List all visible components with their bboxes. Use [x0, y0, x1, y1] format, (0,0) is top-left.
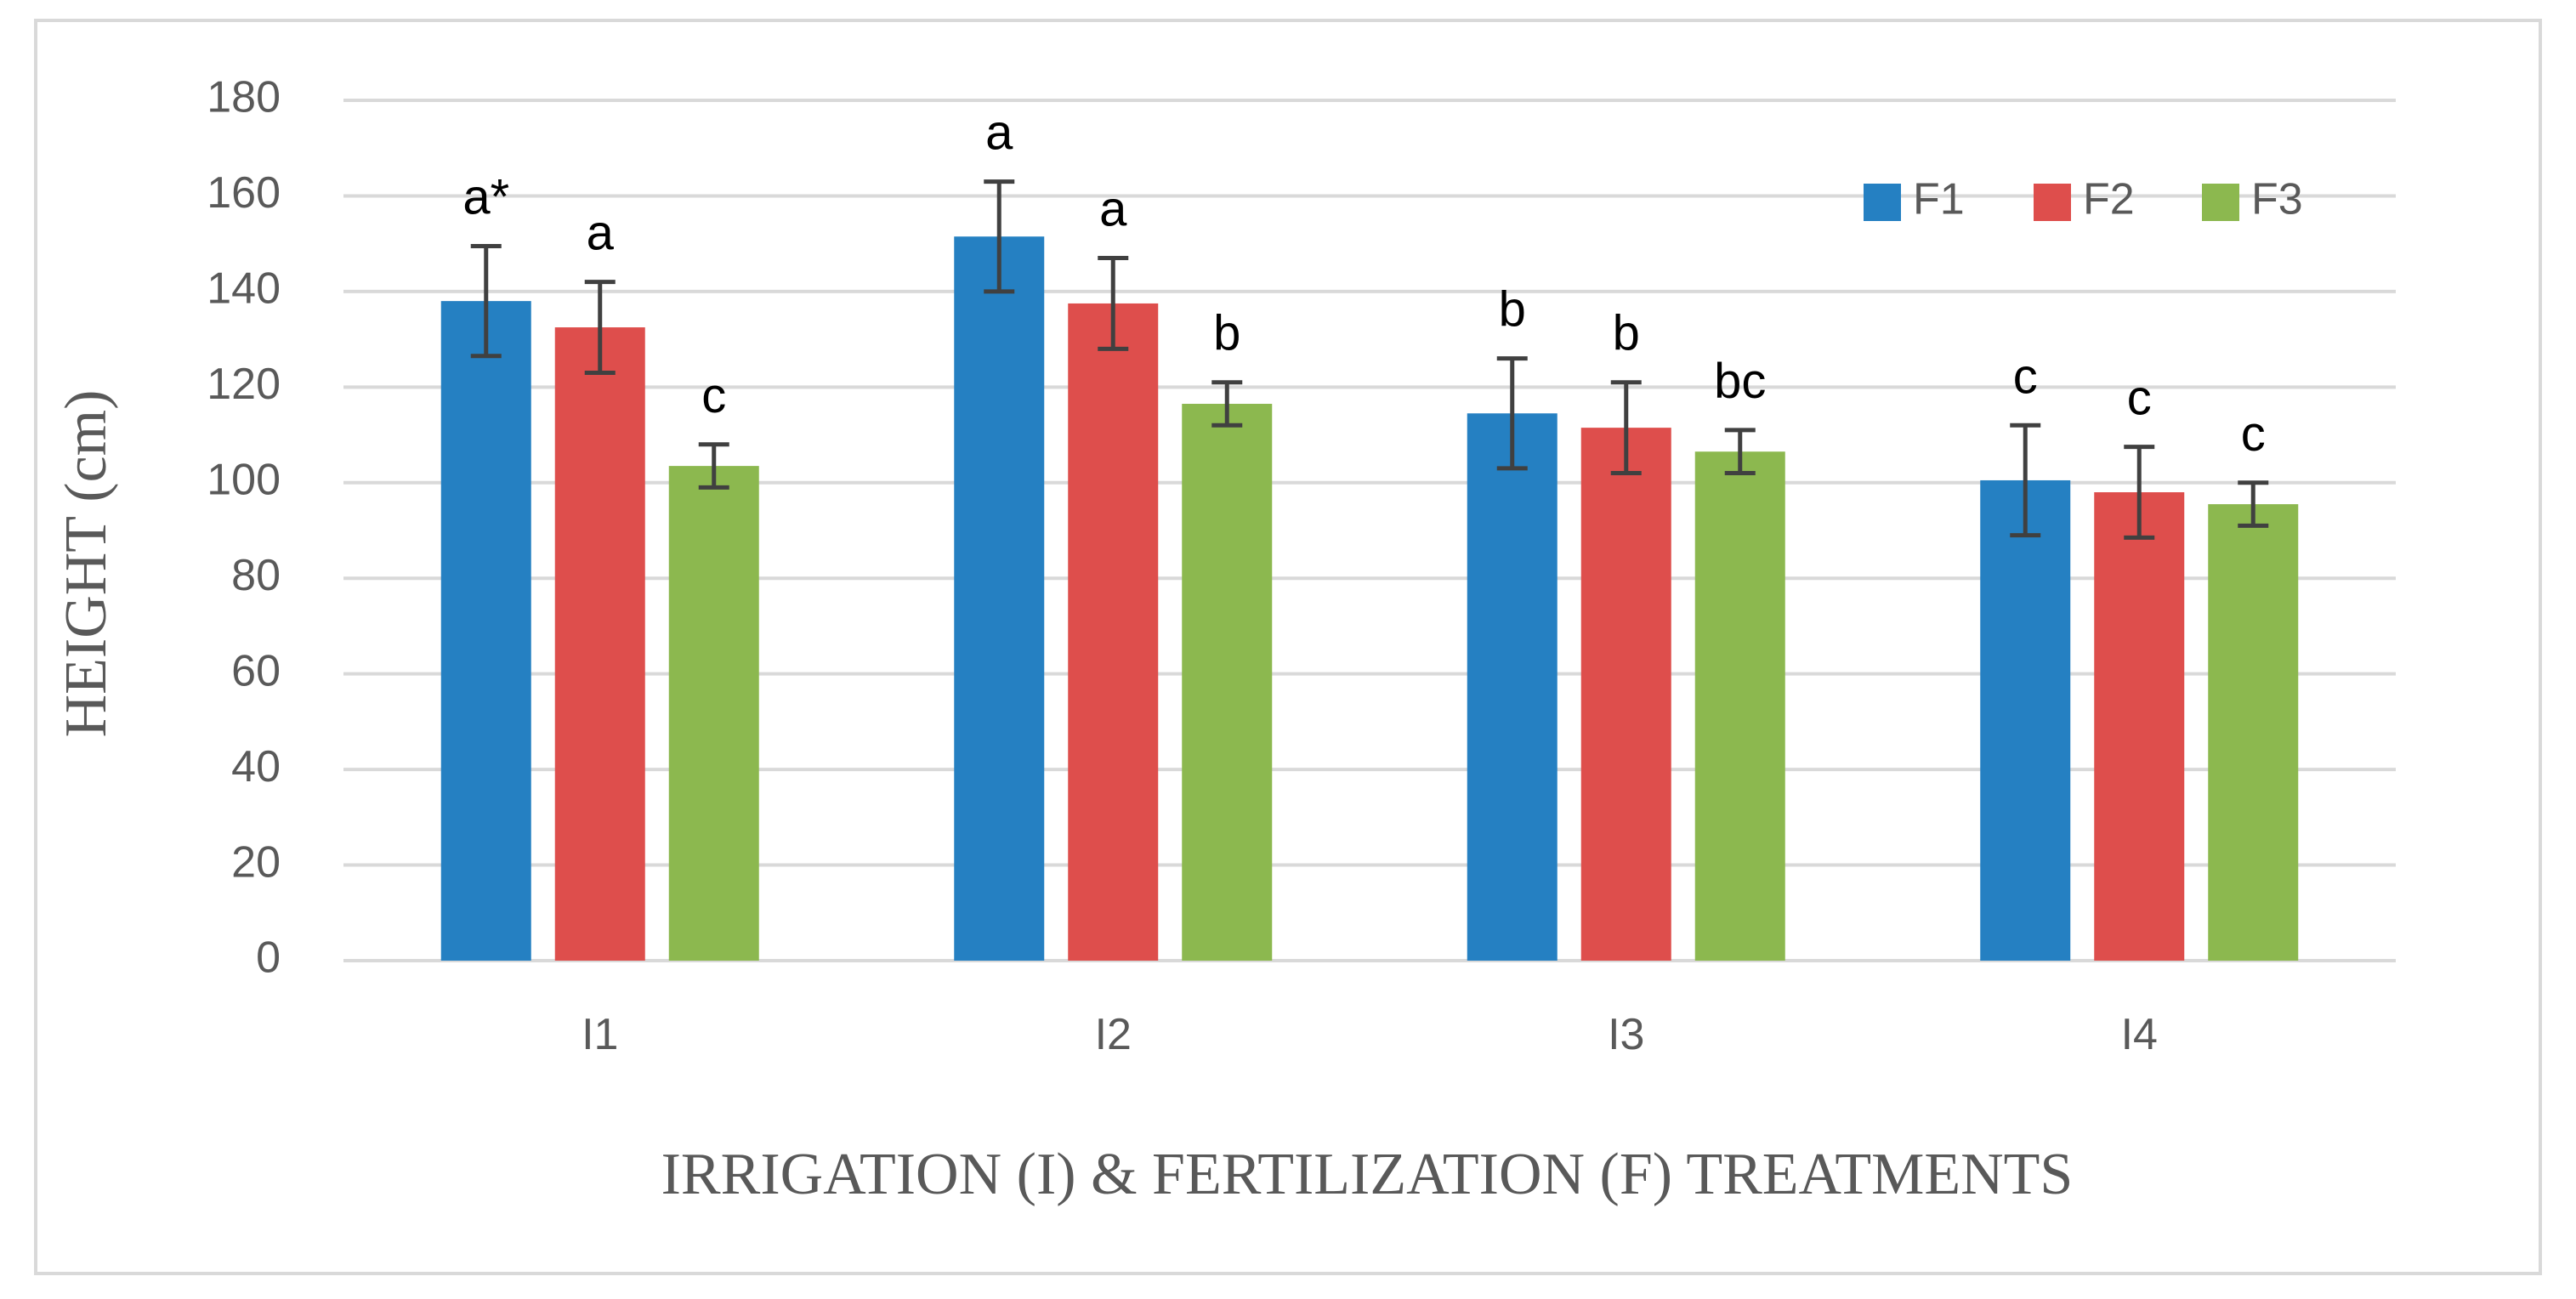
- x-tick-label: I4: [2121, 1010, 2158, 1059]
- error-bar: [1610, 380, 1642, 476]
- significance-label: c: [701, 368, 726, 423]
- bar-f1-i3: [1467, 413, 1558, 961]
- legend-label: F1: [1913, 175, 1965, 224]
- error-bar: [2124, 445, 2155, 540]
- legend-item-f3: F3: [2202, 175, 2303, 224]
- error-bar: [2010, 423, 2041, 538]
- y-tick-label: 100: [207, 456, 281, 505]
- significance-label: c: [2013, 349, 2038, 404]
- bar-f3-i4: [2208, 504, 2299, 961]
- error-bar: [584, 280, 616, 375]
- bar-f2-i2: [1068, 303, 1159, 961]
- x-tick-label: I1: [582, 1010, 618, 1059]
- significance-label: a*: [462, 169, 509, 224]
- significance-label: b: [1499, 282, 1526, 338]
- error-bar: [470, 243, 502, 359]
- error-bar: [1724, 428, 1756, 476]
- significance-label: a: [587, 206, 615, 261]
- y-tick-label: 0: [256, 933, 281, 983]
- bar-f1-i1: [440, 301, 531, 961]
- error-bar: [1496, 356, 1528, 471]
- error-bar: [2238, 480, 2269, 528]
- legend-swatch: [2034, 184, 2071, 221]
- y-axis-ticks: 0 20 40 60 80 100 120 140 160 180: [207, 73, 281, 983]
- error-bar: [1211, 380, 1243, 428]
- significance-label: c: [2127, 371, 2152, 426]
- significance-label: b: [1213, 306, 1240, 361]
- bar-f3-i3: [1694, 451, 1785, 961]
- error-bar: [698, 442, 729, 490]
- error-bars: [470, 179, 2269, 540]
- y-tick-label: 20: [231, 837, 281, 887]
- bar-f1-i4: [1980, 479, 2071, 961]
- bars: [440, 236, 2299, 961]
- x-axis-title: IRRIGATION (I) & FERTILIZATION (F) TREAT…: [661, 1142, 2074, 1207]
- legend-item-f2: F2: [2034, 175, 2135, 224]
- significance-labels: a* a c a a b b b bc c c c: [462, 105, 2265, 462]
- significance-label: b: [1613, 306, 1640, 361]
- legend: F1 F2 F3: [1864, 175, 2303, 224]
- error-bar: [984, 179, 1015, 294]
- significance-label: bc: [1714, 354, 1766, 409]
- y-tick-label: 60: [231, 646, 281, 695]
- legend-item-f1: F1: [1864, 175, 1965, 224]
- bar-f1-i2: [954, 236, 1045, 961]
- y-axis-title: HEIGHT (cm): [54, 390, 119, 738]
- bar-f3-i1: [668, 466, 759, 961]
- y-tick-label: 160: [207, 168, 281, 218]
- legend-label: F2: [2083, 175, 2135, 224]
- legend-label: F3: [2251, 175, 2303, 224]
- x-tick-label: I3: [1608, 1010, 1644, 1059]
- y-tick-label: 140: [207, 264, 281, 314]
- significance-label: c: [2241, 406, 2266, 462]
- legend-swatch: [2202, 184, 2239, 221]
- x-tick-label: I2: [1095, 1010, 1132, 1059]
- significance-label: a: [1099, 182, 1127, 237]
- legend-swatch: [1864, 184, 1901, 221]
- y-tick-label: 40: [231, 742, 281, 791]
- bar-f2-i3: [1580, 428, 1671, 961]
- bar-f3-i2: [1182, 404, 1273, 961]
- error-bar: [1098, 256, 1129, 351]
- significance-label: a: [985, 105, 1013, 161]
- y-tick-label: 120: [207, 360, 281, 409]
- bar-f2-i4: [2094, 492, 2185, 961]
- y-tick-label: 180: [207, 73, 281, 122]
- bar-f2-i1: [554, 327, 645, 961]
- y-tick-label: 80: [231, 551, 281, 600]
- x-axis-ticks: I1 I2 I3 I4: [582, 1010, 2158, 1059]
